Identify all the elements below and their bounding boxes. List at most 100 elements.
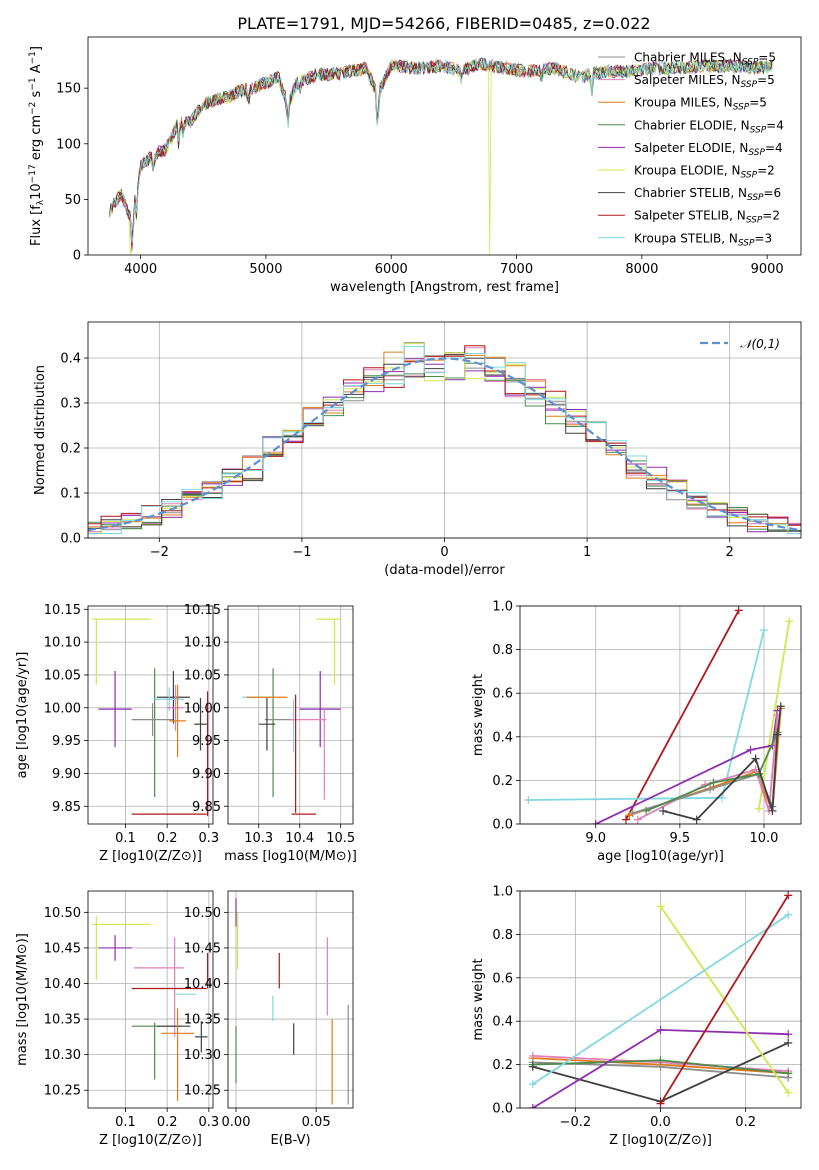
- plus-marker: [784, 1030, 793, 1039]
- y-tick-label: 150: [56, 82, 81, 97]
- x-tick-label: 0.0: [650, 1115, 671, 1130]
- plus-marker: [784, 1088, 793, 1097]
- spectrum-panel: 4000 5000 6000 7000 8000 9000 0 50 100 150 wavelen…: [28, 36, 802, 295]
- y-tick-label: 10.05: [44, 668, 81, 683]
- legend-label: Chabrier MILES, NSSP=5: [634, 51, 776, 68]
- plus-marker: [524, 796, 533, 805]
- plus-marker: [659, 806, 668, 815]
- age_vs_Z-panel: 0.1 0.2 0.3 9.85 9.90 9.95 10.00 10.05 10.10 10.1…: [15, 603, 219, 864]
- y-tick-label: 0.2: [492, 1058, 513, 1073]
- y-tick-label: 10.00: [184, 701, 221, 716]
- y-tick-label: 9.90: [192, 767, 221, 782]
- x-axis-label: (data-model)/error: [384, 563, 505, 578]
- spectrum-series-line: [108, 57, 773, 243]
- y-tick-label: 9.95: [52, 734, 81, 749]
- axes-frame: [227, 605, 354, 825]
- y-tick-label: 10.30: [44, 1048, 81, 1063]
- plus-marker: [656, 1099, 665, 1108]
- y-tick-label: 10.40: [184, 977, 221, 992]
- plus-marker: [717, 793, 726, 802]
- histogram-series-step: [88, 346, 801, 534]
- x-tick-label: −0.2: [560, 1115, 592, 1130]
- y-tick-label: 10.50: [184, 906, 221, 921]
- y-tick-label: 0.4: [60, 352, 81, 367]
- plus-marker: [784, 1038, 793, 1047]
- y-tick-label: 10.30: [184, 1048, 221, 1063]
- y-tick-label: 10.40: [44, 977, 81, 992]
- plots-layer: 4000 5000 6000 7000 8000 9000 0 50 100 150 wavelen…: [15, 36, 802, 1148]
- plus-marker: [784, 1069, 793, 1078]
- plus-marker: [784, 891, 793, 900]
- plus-marker: [759, 625, 768, 634]
- x-tick-label: 0.2: [157, 831, 178, 846]
- x-tick-label: 0.2: [735, 1115, 756, 1130]
- y-tick-label: 0.8: [492, 928, 513, 943]
- y-tick-label: 10.10: [44, 636, 81, 651]
- spectrum-legend: Chabrier MILES, NSSP=5 Salpeter MILES, NS…: [598, 51, 784, 248]
- y-tick-label: 0.6: [492, 971, 513, 986]
- plus-marker: [754, 804, 763, 813]
- y-tick-label: 0.4: [492, 730, 513, 745]
- y-tick-label: 1.0: [492, 885, 513, 900]
- plus-marker: [751, 754, 760, 763]
- plus-marker: [642, 806, 651, 815]
- x-tick-label: 9.0: [585, 831, 606, 846]
- y-tick-label: 10.35: [184, 1013, 221, 1028]
- axes-frame: [519, 605, 802, 825]
- y-tick-label: 10.10: [184, 636, 221, 651]
- axes-frame: [87, 321, 802, 539]
- x-tick-label: 4000: [124, 262, 157, 277]
- massweight-series-line: [532, 914, 789, 1085]
- mass_vs_Z-marks: [92, 915, 209, 1101]
- plus-marker: [706, 785, 715, 794]
- spectrum-series-line: [108, 59, 569, 248]
- plus-marker: [528, 1104, 537, 1108]
- y-tick-label: 0.0: [492, 818, 513, 833]
- x-tick-label: 0.2: [157, 1115, 178, 1130]
- x-tick-label: 0.1: [115, 831, 136, 846]
- y-tick-label: 0.4: [492, 1015, 513, 1030]
- x-tick-label: 9.5: [670, 831, 691, 846]
- y-tick-label: 10.15: [44, 603, 81, 618]
- x-tick-label: 10.4: [285, 831, 314, 846]
- legend-label: Salpeter STELIB, NSSP=2: [634, 209, 780, 226]
- x-tick-label: 5000: [249, 262, 282, 277]
- y-tick-label: 10.50: [44, 906, 81, 921]
- plus-marker: [656, 1056, 665, 1065]
- massweight-series-line: [659, 894, 789, 1105]
- x-axis-label: wavelength [Angstrom, rest frame]: [330, 280, 559, 295]
- x-tick-label: −2: [150, 545, 169, 560]
- figure-title: PLATE=1791, MJD=54266, FIBERID=0485, z=0…: [237, 14, 650, 33]
- y-tick-label: 9.90: [52, 767, 81, 782]
- y-tick-label: 10.45: [44, 941, 81, 956]
- massweight_vs_Z-panel: −0.2 0.0 0.2 0.0 0.2 0.4 0.6 0.8 1.0 Z [log10(Z/Z…: [471, 885, 802, 1148]
- y-axis-label: mass [log10(M/M⊙)]: [15, 933, 30, 1066]
- spectrum-lines: [108, 57, 773, 255]
- age_vs_mass-marks: [242, 618, 341, 815]
- legend-label: Chabrier STELIB, NSSP=6: [634, 186, 781, 203]
- histogram-panel: −2 −1 0 1 2 0.0 0.1 0.2 0.3 0.4 (data-model)/error…: [33, 321, 802, 578]
- plus-marker: [633, 815, 642, 824]
- axes-frame: [87, 36, 802, 256]
- axes-frame: [519, 890, 802, 1109]
- plus-marker: [785, 617, 794, 626]
- plus-marker: [528, 1062, 537, 1071]
- legend-label: 𝒩(0,1): [740, 337, 780, 351]
- x-axis-label: age [log10(age/yr)]: [597, 849, 724, 864]
- y-axis-label: Normed distribution: [33, 365, 48, 495]
- axes-frame: [227, 890, 354, 1109]
- x-tick-label: 6000: [375, 262, 408, 277]
- legend-label: Chabrier ELODIE, NSSP=4: [634, 118, 784, 135]
- mass_vs_EBV-marks: [235, 898, 349, 1105]
- x-tick-label: 1: [583, 545, 591, 560]
- plus-marker: [746, 745, 755, 754]
- y-tick-label: 10.05: [184, 668, 221, 683]
- x-tick-label: −1: [292, 545, 311, 560]
- y-tick-label: 10.00: [44, 701, 81, 716]
- x-tick-label: 10.5: [326, 831, 355, 846]
- plus-marker: [768, 806, 777, 815]
- massweight_vs_age-lines: [524, 606, 794, 824]
- y-tick-label: 9.95: [192, 734, 221, 749]
- x-tick-label: 0.00: [222, 1115, 251, 1130]
